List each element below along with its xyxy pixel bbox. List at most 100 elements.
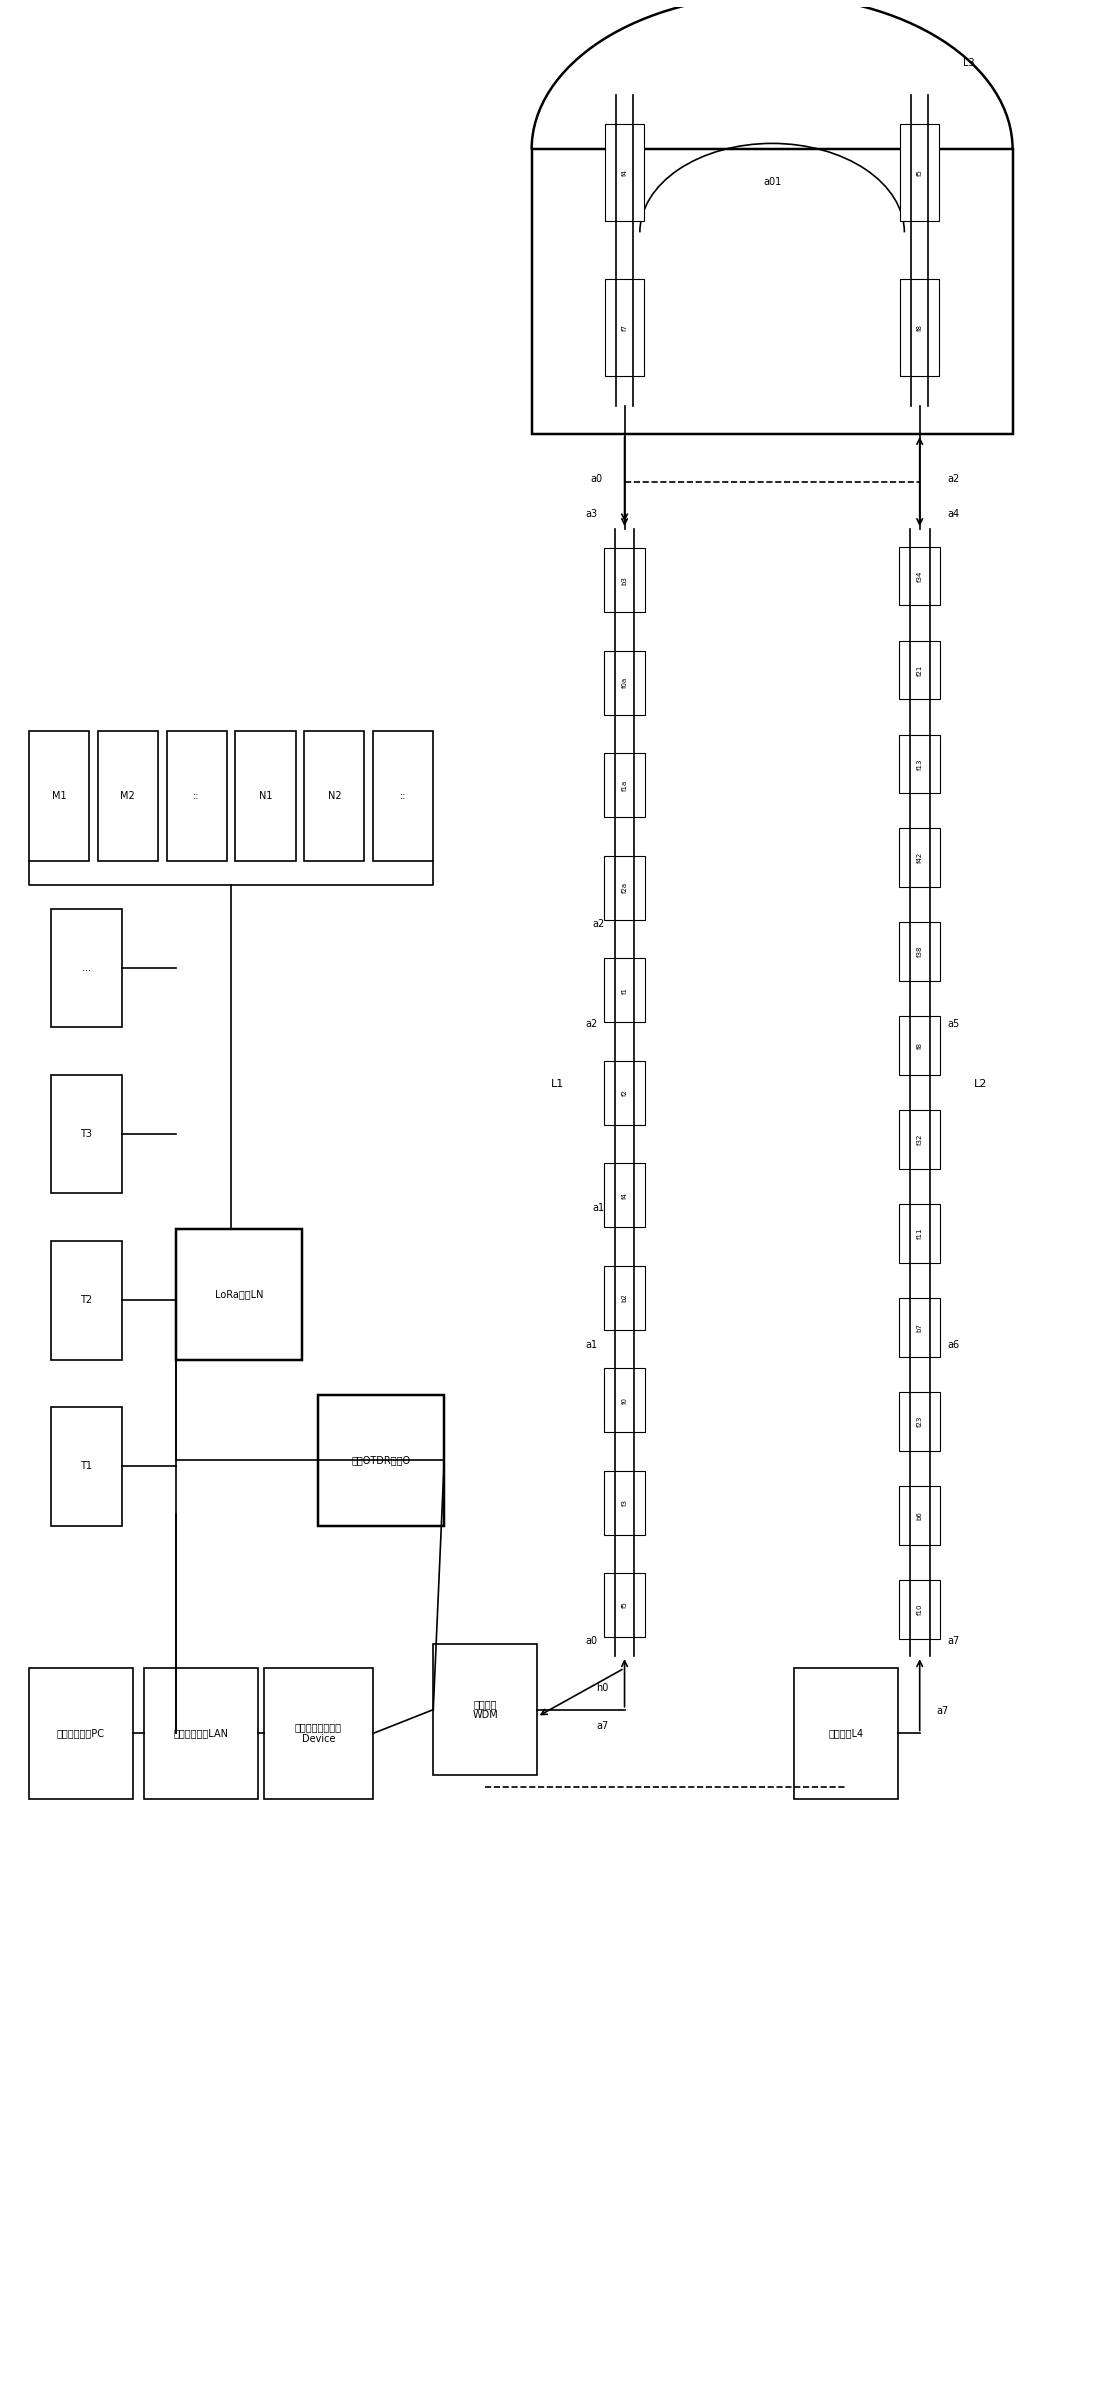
Bar [236,730,296,862]
Text: f5: f5 [621,1602,628,1609]
Bar [373,730,433,862]
Bar [899,547,941,606]
Text: a2: a2 [592,919,604,929]
Bar [899,828,941,888]
Bar [899,1580,941,1637]
Text: f10: f10 [917,1604,923,1616]
Text: a5: a5 [946,1019,960,1029]
Text: f0a: f0a [621,678,628,687]
Text: N2: N2 [328,790,341,802]
Text: f13: f13 [917,759,923,769]
Text: ...: ... [82,962,91,974]
Text: f5: f5 [917,169,923,177]
Bar [176,1229,302,1361]
Text: b2: b2 [621,1294,628,1301]
Text: a1: a1 [586,1339,597,1349]
Bar [900,279,940,377]
Bar [97,730,158,862]
Bar [304,730,364,862]
Text: T2: T2 [80,1296,92,1306]
Bar [604,279,644,377]
Text: 波接复用
WDM: 波接复用 WDM [473,1700,498,1721]
Bar [899,1110,941,1170]
Text: f42: f42 [917,852,923,864]
Text: b6: b6 [917,1511,923,1521]
Bar [144,1669,258,1800]
Text: f34: f34 [917,570,923,582]
Text: f8: f8 [917,1043,923,1050]
Bar [899,1017,941,1074]
Bar [603,1060,645,1124]
Text: f8: f8 [917,325,923,332]
Bar [603,1162,645,1227]
Bar [531,150,1013,434]
Text: f1a: f1a [621,781,628,790]
Text: a7: a7 [596,1721,608,1731]
Bar [603,1368,645,1432]
Text: a7: a7 [946,1637,960,1647]
Bar [603,1573,645,1637]
Bar [603,652,645,714]
Text: h0: h0 [596,1683,608,1692]
Bar [604,124,644,222]
Text: a4: a4 [946,508,959,518]
Text: L2: L2 [974,1079,987,1088]
Text: LoRa网关LN: LoRa网关LN [215,1289,263,1299]
Text: N1: N1 [259,790,272,802]
Text: ::: :: [400,790,406,802]
Text: f23: f23 [917,1415,923,1427]
Text: f11: f11 [917,1227,923,1239]
Text: f7: f7 [621,325,628,332]
Text: f4: f4 [621,1191,628,1198]
Text: f2a: f2a [621,883,628,893]
Text: f21: f21 [917,664,923,676]
Bar [603,1470,645,1535]
Text: f0: f0 [621,1396,628,1404]
Bar [899,1299,941,1356]
Bar [899,1487,941,1544]
Bar [900,124,940,222]
Text: f4: f4 [621,169,628,177]
Bar [51,1241,122,1361]
Text: 测试控制后台PC: 测试控制后台PC [56,1728,105,1738]
Bar [319,1396,444,1525]
Text: M2: M2 [121,790,135,802]
Text: f1: f1 [621,986,628,993]
Text: a01: a01 [763,177,782,186]
Text: a2: a2 [946,473,960,485]
Bar [899,1392,941,1451]
Bar [899,921,941,981]
Bar [899,735,941,792]
Text: L3: L3 [963,57,974,69]
Bar [51,1074,122,1194]
Text: b3: b3 [621,575,628,585]
Bar [794,1669,898,1800]
Bar [433,1645,537,1776]
Text: 布单测测待测设备
Device: 布单测测待测设备 Device [294,1723,342,1745]
Text: a7: a7 [937,1707,949,1716]
Bar [51,909,122,1026]
Text: a6: a6 [946,1339,959,1349]
Bar [603,957,645,1022]
Text: a3: a3 [586,508,597,518]
Bar [29,730,89,862]
Text: f3: f3 [621,1499,628,1506]
Bar [603,855,645,919]
Text: ::: :: [194,790,200,802]
Bar [29,1669,133,1800]
Text: a1: a1 [592,1203,604,1213]
Text: 以太网控出器LAN: 以太网控出器LAN [174,1728,228,1738]
Bar [603,754,645,816]
Text: a0: a0 [586,1637,597,1647]
Text: T3: T3 [80,1129,92,1139]
Text: f38: f38 [917,945,923,957]
Text: a0: a0 [590,473,602,485]
Text: 尾端装置L4: 尾端装置L4 [828,1728,863,1738]
Text: f2: f2 [621,1088,628,1096]
Bar [899,640,941,699]
Bar [603,1265,645,1330]
Bar [51,1406,122,1525]
Bar [899,1203,941,1263]
Text: M1: M1 [52,790,66,802]
Bar [603,549,645,613]
